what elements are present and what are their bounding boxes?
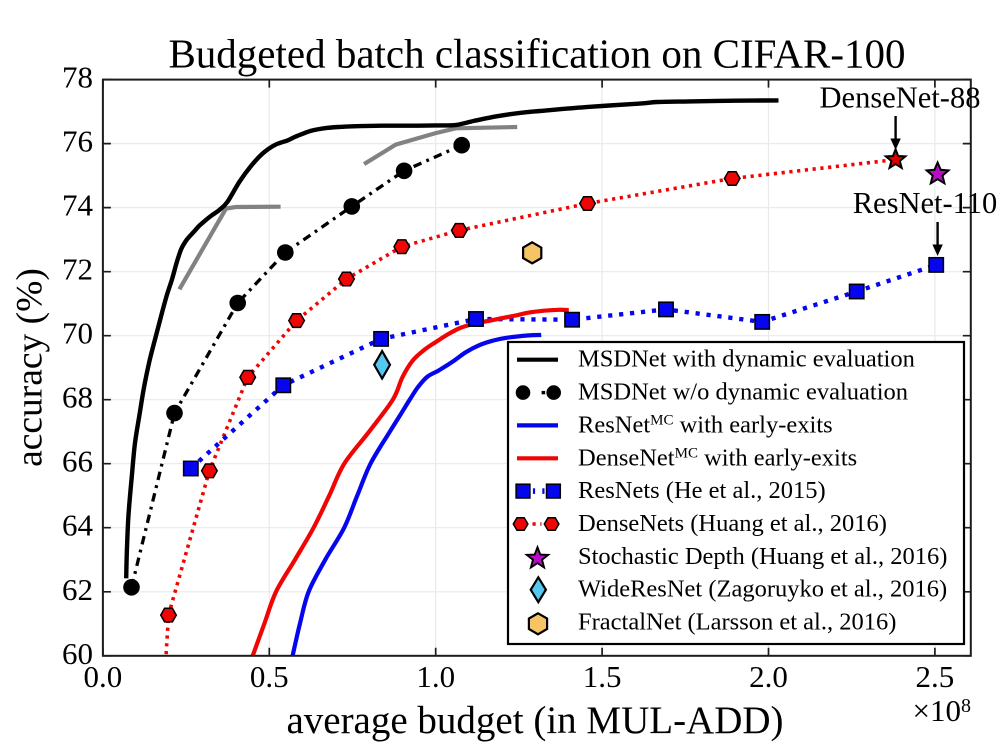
- svg-text:2.0: 2.0: [749, 659, 788, 694]
- svg-text:MSDNet with dynamic evaluation: MSDNet with dynamic evaluation: [578, 346, 915, 373]
- svg-text:72: 72: [62, 252, 93, 287]
- svg-text:76: 76: [62, 124, 93, 159]
- svg-text:Stochastic Depth (Huang et al.: Stochastic Depth (Huang et al., 2016): [578, 543, 947, 570]
- svg-text:2.5: 2.5: [916, 659, 955, 694]
- svg-text:DenseNetMC with early-exits: DenseNetMC with early-exits: [578, 444, 857, 471]
- svg-text:74: 74: [62, 188, 94, 223]
- svg-text:FractalNet (Larsson et al., 20: FractalNet (Larsson et al., 2016): [578, 609, 896, 636]
- svg-text:ResNetMC with early-exits: ResNetMC with early-exits: [578, 411, 833, 438]
- svg-text:average budget (in MUL-ADD): average budget (in MUL-ADD): [286, 699, 783, 742]
- svg-text:60: 60: [62, 636, 93, 671]
- svg-text:64: 64: [62, 508, 94, 543]
- svg-text:70: 70: [62, 316, 93, 351]
- svg-text:Budgeted batch classification: Budgeted batch classification on CIFAR-1…: [168, 31, 905, 77]
- svg-text:DenseNets (Huang et al., 2016): DenseNets (Huang et al., 2016): [578, 510, 887, 537]
- svg-text:0.5: 0.5: [250, 659, 289, 694]
- svg-text:accuracy (%): accuracy (%): [10, 268, 51, 467]
- svg-text:ResNets (He et al., 2015): ResNets (He et al., 2015): [578, 477, 826, 504]
- svg-text:MSDNet w/o dynamic evaluation: MSDNet w/o dynamic evaluation: [578, 379, 908, 406]
- svg-text:DenseNet-88: DenseNet-88: [820, 81, 981, 115]
- svg-text:1.5: 1.5: [583, 659, 622, 694]
- svg-text:66: 66: [62, 444, 93, 479]
- svg-text:ResNet-110: ResNet-110: [853, 186, 998, 220]
- svg-text:1.0: 1.0: [416, 659, 455, 694]
- svg-text:WideResNet (Zagoruyko et al.,: WideResNet (Zagoruyko et al., 2016): [578, 576, 947, 603]
- svg-text:68: 68: [62, 380, 93, 415]
- svg-text:62: 62: [62, 572, 93, 607]
- svg-text:0.0: 0.0: [84, 659, 123, 694]
- svg-text:78: 78: [62, 60, 93, 95]
